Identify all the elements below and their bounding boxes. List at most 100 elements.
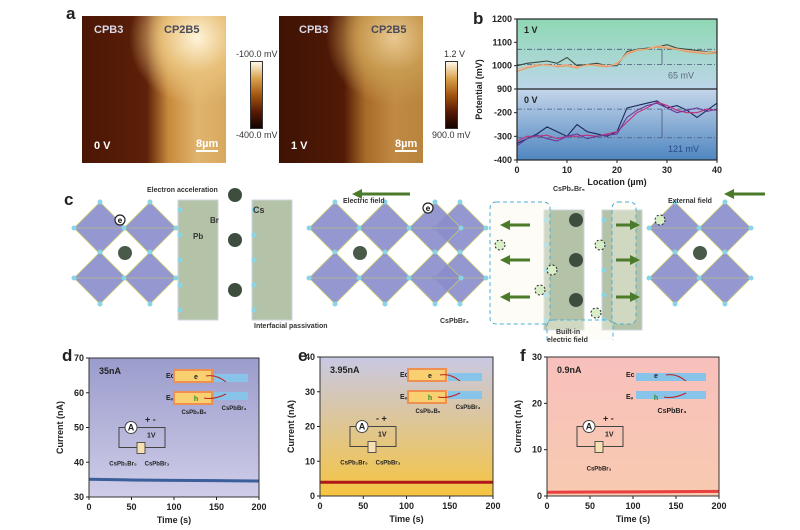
y-tick-label: 0 xyxy=(537,491,542,501)
br-atom xyxy=(406,225,412,231)
br-atom xyxy=(97,249,103,255)
br-atom xyxy=(601,292,607,298)
br-atom xyxy=(71,275,77,281)
br-atom xyxy=(306,275,312,281)
cs-atom xyxy=(228,188,242,202)
br-atom xyxy=(432,199,438,205)
panel-label-b: b xyxy=(473,9,484,28)
cs-atom xyxy=(569,213,583,227)
x-tick-label: 150 xyxy=(668,501,683,511)
colorbar-min: -400.0 mV xyxy=(236,130,278,140)
arrowhead-icon xyxy=(724,189,734,199)
ammeter-icon xyxy=(124,421,138,434)
y-tick-label: 30 xyxy=(74,492,84,502)
br-atom xyxy=(173,225,179,231)
ammeter-label: A xyxy=(359,422,366,432)
electron-symbol: e xyxy=(118,216,123,225)
y-tick-label: -200 xyxy=(494,108,512,118)
band-right-vb xyxy=(214,392,248,400)
y-tick-label: 60 xyxy=(74,388,84,398)
br-atom xyxy=(458,225,464,231)
br-atom xyxy=(147,249,153,255)
band-right-cb xyxy=(636,373,706,381)
built-in-field-box xyxy=(546,319,614,340)
band-right-cb xyxy=(214,374,248,382)
built-in-field-box xyxy=(489,201,551,325)
x-tick-label: 200 xyxy=(251,502,266,512)
subplot-background xyxy=(517,19,717,89)
y-tick-label: 30 xyxy=(532,352,542,362)
br-atom xyxy=(458,275,464,281)
br-atom xyxy=(646,275,652,281)
arrowhead-icon xyxy=(630,292,640,302)
br-atom xyxy=(457,301,463,307)
transfer-arrow-icon xyxy=(663,374,687,398)
br-atom xyxy=(483,275,489,281)
br-atom xyxy=(543,217,549,223)
br-atom xyxy=(173,275,179,281)
ec-label: Eᴄ xyxy=(626,372,635,379)
kpfm-label-cp2b5: CP2B5 xyxy=(371,24,407,36)
electron-symbol: e xyxy=(426,204,431,213)
transfer-arrow-icon xyxy=(203,375,227,399)
colorbar-1v xyxy=(445,61,458,129)
voltage-label: 1V xyxy=(147,433,156,440)
br-atom xyxy=(722,249,728,255)
ammeter-label: A xyxy=(586,422,593,432)
br-atom xyxy=(696,275,702,281)
y-tick-label: -300 xyxy=(494,131,512,141)
x-tick-label: 150 xyxy=(442,501,457,511)
br-atom xyxy=(177,282,183,288)
current-chart-f: 0 10 20 30 0 50 100 150 200 Time (s) Current (nA) 0… xyxy=(513,352,727,524)
ammeter-icon xyxy=(582,420,596,433)
series-line xyxy=(516,102,718,147)
current-line xyxy=(546,489,720,494)
br-atom xyxy=(672,301,678,307)
hole-icon xyxy=(594,239,606,251)
subplot-background xyxy=(517,89,717,160)
br-atom xyxy=(332,199,338,205)
arrowhead-icon xyxy=(500,292,510,302)
br-atom xyxy=(601,267,607,273)
difference-label: 65 mV xyxy=(668,71,694,81)
potential-profile-chart: 65 mV 1 V 1200 1100 1000 900 121 mV 0 V -200 -300… xyxy=(474,14,722,187)
scale-bar: 8µm xyxy=(395,138,418,152)
x-tick-label: 30 xyxy=(662,165,672,175)
voltage-label: 1V xyxy=(378,432,387,439)
interfacial-passivation-label: Interfacial passivation xyxy=(254,323,328,330)
y-tick-label: 1200 xyxy=(492,14,512,24)
hole-icon xyxy=(494,239,506,251)
electron-label: e xyxy=(428,373,432,380)
x-axis-label: Location (µm) xyxy=(587,177,646,187)
y-tick-label: 30 xyxy=(305,387,315,397)
cspb2br5-label: CsPb₂Br₅ xyxy=(553,186,585,193)
electron-label: e xyxy=(654,373,658,380)
difference-label: 121 mV xyxy=(668,144,699,154)
hole-label: h xyxy=(194,396,198,403)
arrowhead-icon xyxy=(500,255,510,265)
device-left-label: CsPb₂Br₅ xyxy=(109,462,137,468)
kpfm-image-0v: CPB3 CP2B5 0 V 8µm xyxy=(82,16,226,163)
device-right-label: CsPbBr₃ xyxy=(145,462,170,468)
panel-label-d: d xyxy=(62,346,73,365)
y-tick-label: 10 xyxy=(532,445,542,455)
device-label: CsPbBr₃ xyxy=(587,467,612,473)
arrowhead-icon xyxy=(630,255,640,265)
br-atom xyxy=(646,225,652,231)
external-field-label: External field xyxy=(668,198,712,205)
crystal-structure-diagram: ee xyxy=(71,188,765,340)
device-icon xyxy=(594,441,604,453)
current-annotation: 35nA xyxy=(99,366,122,376)
x-tick-label: 40 xyxy=(712,165,722,175)
arrowhead-icon xyxy=(630,220,640,230)
br-atom xyxy=(356,225,362,231)
electron-icon xyxy=(114,214,126,226)
br-atom xyxy=(332,301,338,307)
x-tick-label: 0 xyxy=(544,501,549,511)
br-atom xyxy=(251,207,257,213)
kpfm-label-cp2b5: CP2B5 xyxy=(164,24,200,36)
br-atom xyxy=(251,257,257,263)
kpfm-bias-label: 1 V xyxy=(291,140,308,152)
br-atom xyxy=(177,257,183,263)
atom-cs-label: Cs xyxy=(253,205,265,215)
